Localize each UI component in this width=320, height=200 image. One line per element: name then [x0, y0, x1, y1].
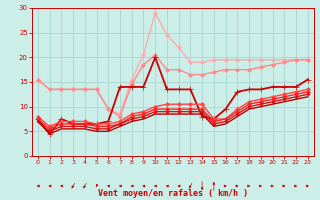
Text: Vent moyen/en rafales ( km/h ): Vent moyen/en rafales ( km/h ) — [98, 189, 248, 198]
